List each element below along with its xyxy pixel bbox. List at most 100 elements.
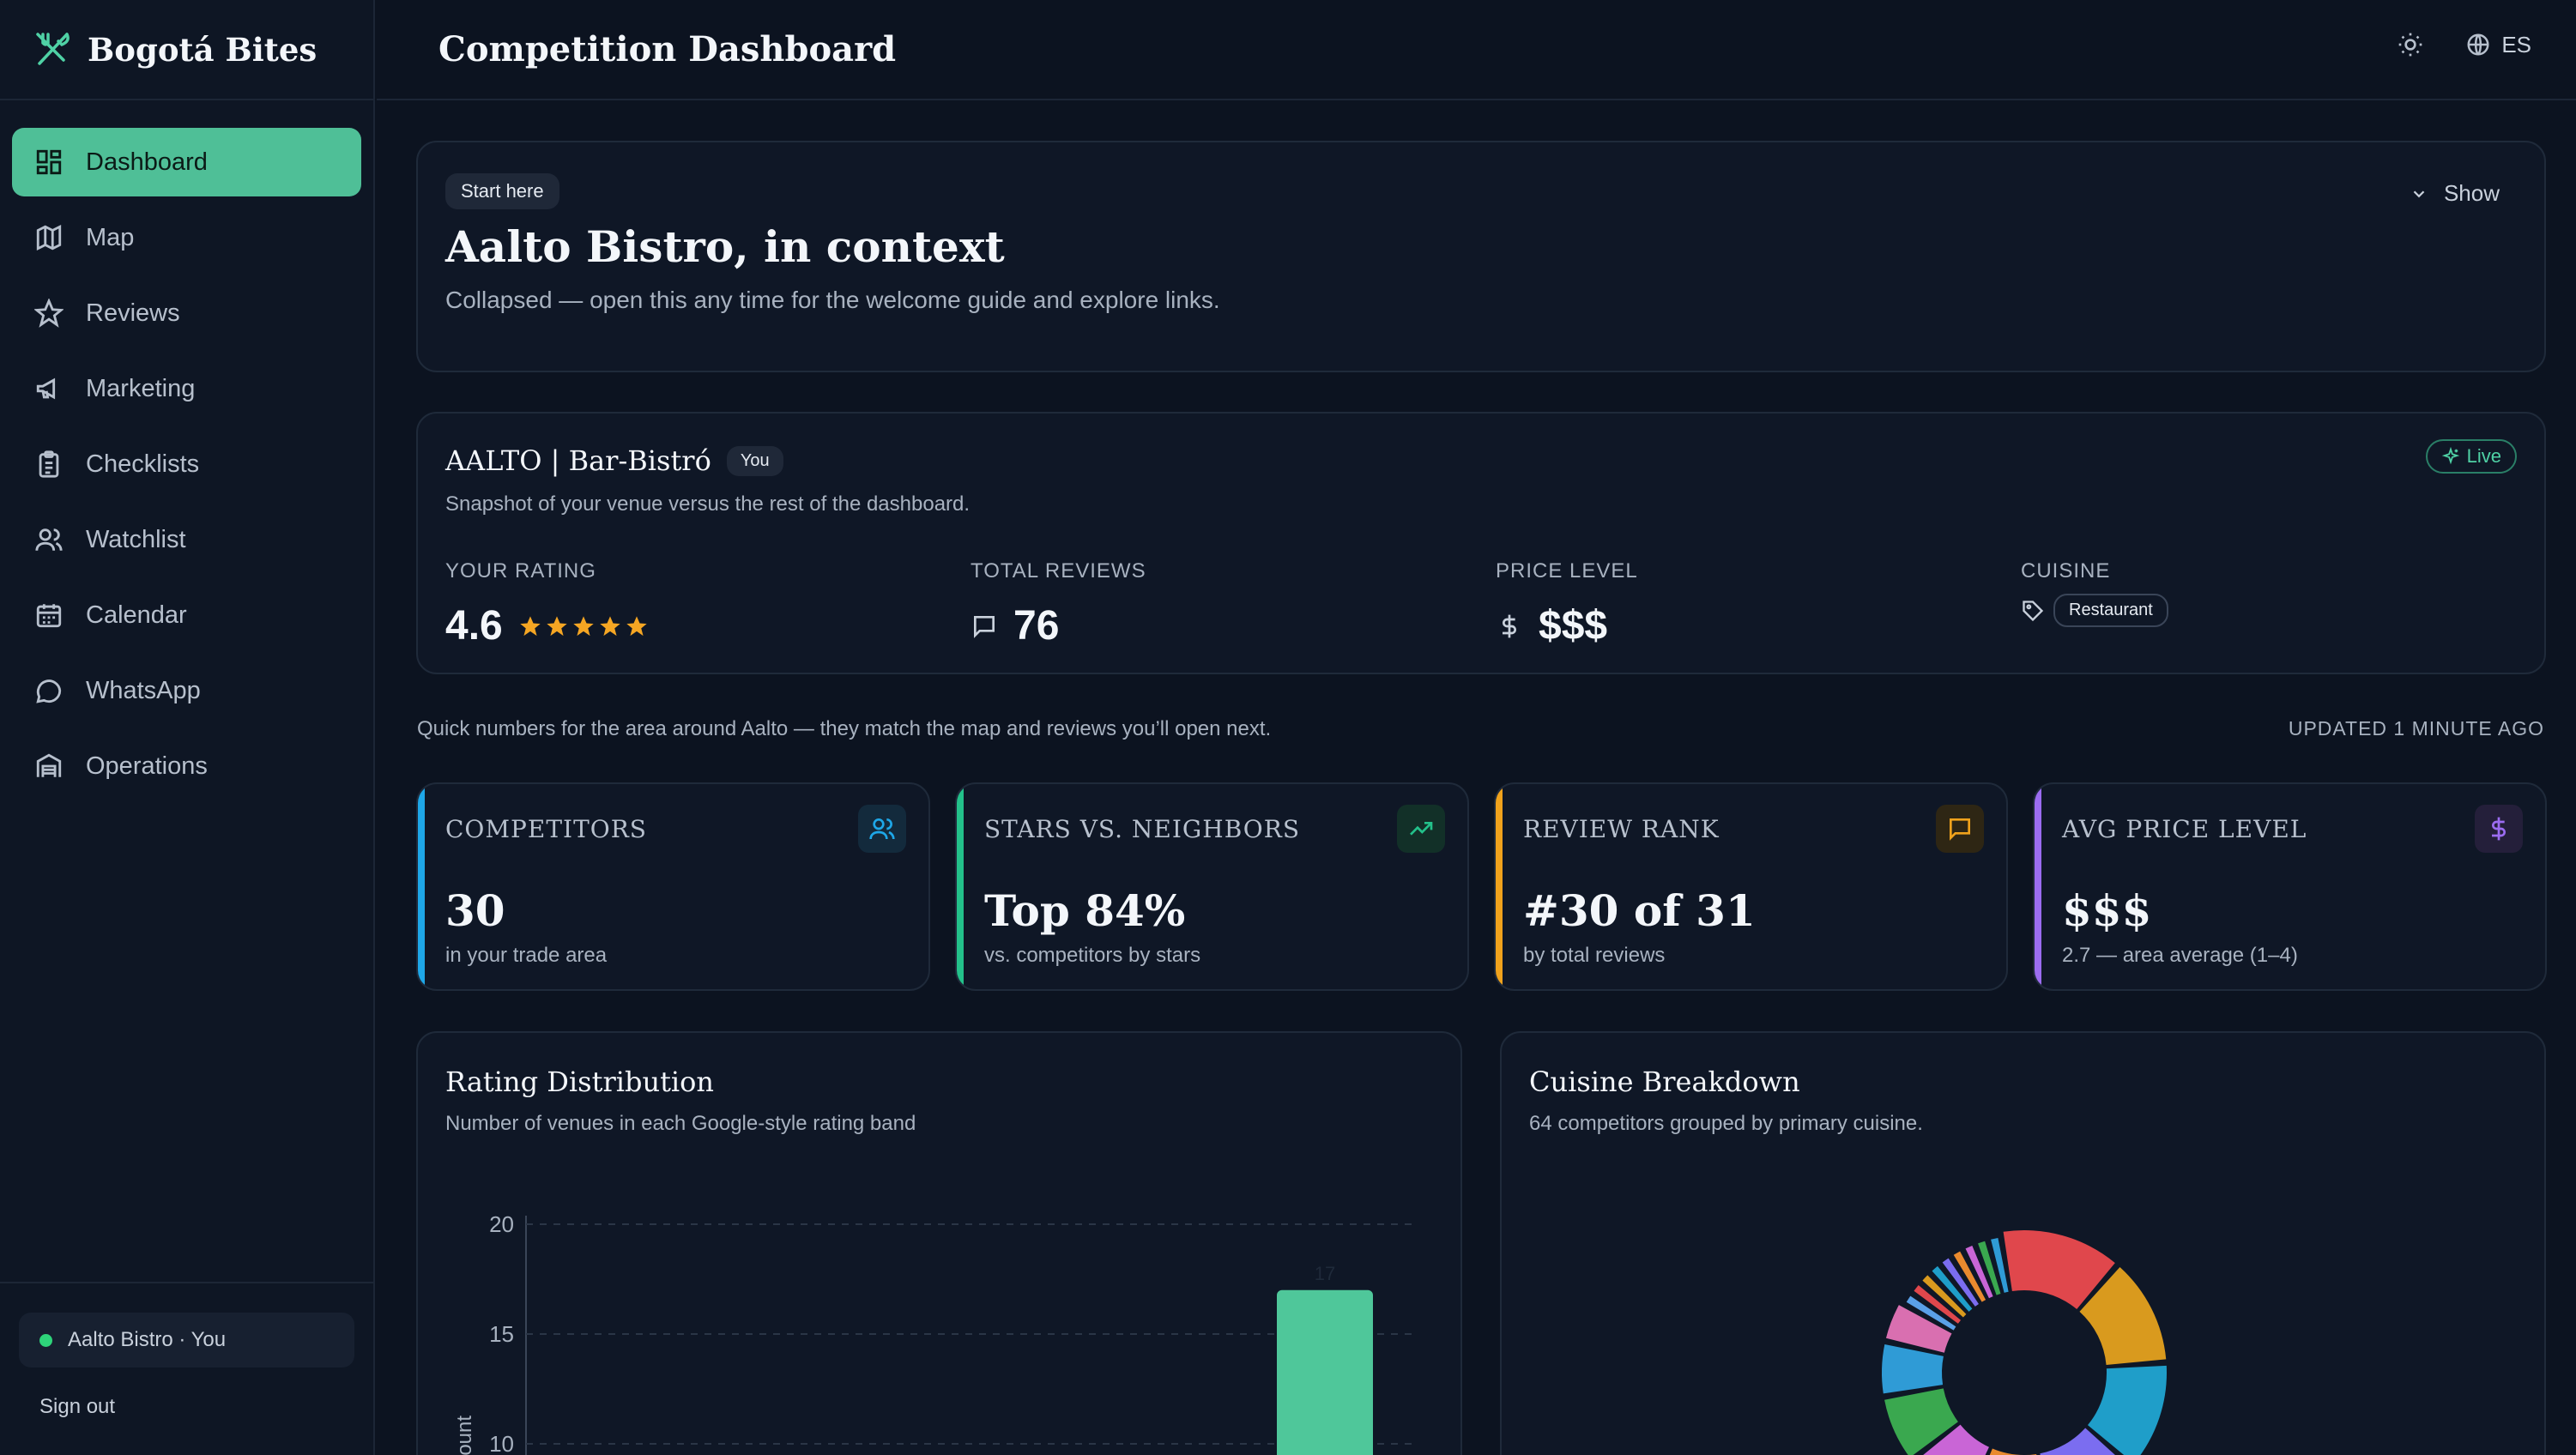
language-toggle[interactable]: ES — [2501, 31, 2531, 57]
kpi-accent — [1496, 784, 1503, 989]
star-filled-icon — [600, 615, 620, 636]
show-button[interactable]: Show — [2410, 180, 2500, 207]
megaphone-icon — [36, 377, 56, 400]
sidebar-item-checklists[interactable]: Checklists — [12, 430, 361, 498]
kpi-avg-price-level[interactable]: AVG PRICE LEVEL $$$ 2.7 — area average (… — [2033, 782, 2547, 991]
rating-value-row: 4.6 — [445, 602, 651, 649]
sidebar-item-dashboard[interactable]: Dashboard — [12, 128, 361, 196]
venue-name: AALTO | Bar-Bistró You — [445, 444, 783, 477]
pie-slice — [1906, 1295, 1956, 1331]
pie-slice — [1989, 1448, 2037, 1455]
sun-icon[interactable] — [2397, 31, 2424, 58]
kpi-title: STARS VS. NEIGHBORS — [984, 815, 1301, 843]
dashboard-icon — [36, 149, 62, 175]
kpi-subtitle: 2.7 — area average (1–4) — [2062, 944, 2298, 967]
sidebar-item-watchlist[interactable]: Watchlist — [12, 505, 361, 574]
quick-numbers-note: Quick numbers for the area around Aalto … — [417, 717, 1272, 740]
rating-value: 4.6 — [445, 603, 503, 649]
reviews-value-row: 76 — [971, 602, 1146, 649]
pie-slice — [1978, 1241, 2001, 1295]
star-icon — [34, 299, 63, 328]
kpi-competitors[interactable]: COMPETITORS 30 in your trade area — [416, 782, 930, 991]
kpi-subtitle: vs. competitors by stars — [984, 944, 1201, 967]
total-reviews-metric: TOTAL REVIEWS 76 — [971, 559, 1146, 649]
reviews-value: 76 — [1013, 603, 1060, 649]
dollar-icon — [2475, 805, 2523, 853]
kpi-value: $$$ — [2062, 885, 2152, 936]
star-filled-icon — [520, 615, 541, 636]
sidebar-item-operations[interactable]: Operations — [12, 732, 361, 800]
reviews-label: TOTAL REVIEWS — [971, 559, 1146, 583]
pie-slice — [1885, 1305, 1952, 1353]
sidebar-item-map[interactable]: Map — [12, 203, 361, 272]
kpi-title: AVG PRICE LEVEL — [2062, 815, 2307, 843]
pie-slice — [1991, 1237, 2009, 1293]
sidebar-item-label: Dashboard — [86, 148, 208, 176]
message-icon — [1936, 805, 1984, 853]
intro-title: Aalto Bistro, in context — [445, 221, 1005, 272]
page-title: Competition Dashboard — [438, 29, 897, 69]
kpi-accent — [418, 784, 425, 989]
venue-name-text: AALTO | Bar-Bistró — [445, 444, 711, 477]
kpi-value: Top 84% — [984, 885, 1186, 936]
map-icon — [36, 224, 62, 251]
sign-out-link[interactable]: Sign out — [39, 1395, 116, 1418]
price-level-metric: PRICE LEVEL $$$ — [1496, 559, 1638, 649]
cuisine-tag: Restaurant — [2053, 594, 2168, 627]
sidebar-item-label: Watchlist — [86, 525, 186, 553]
topbar: Competition Dashboard ES — [377, 0, 2576, 100]
message-icon — [974, 615, 995, 638]
sidebar-footer: Aalto Bistro · You Sign out — [0, 1282, 373, 1455]
clipboard-icon — [39, 450, 59, 478]
pie-slice — [2003, 1230, 2115, 1310]
kpi-subtitle: by total reviews — [1523, 944, 1666, 967]
current-venue[interactable]: Aalto Bistro · You — [19, 1313, 354, 1367]
chart-subtitle: Number of venues in each Google-style ra… — [445, 1112, 916, 1135]
venue-snapshot-card: AALTO | Bar-Bistró You Snapshot of your … — [416, 412, 2546, 674]
intro-card: Start here Aalto Bistro, in context Coll… — [416, 141, 2546, 372]
kpi-value: #30 of 31 — [1523, 885, 1756, 936]
y-axis-label: Count — [453, 1416, 476, 1455]
sidebar-item-label: Calendar — [86, 601, 187, 629]
trending-up-icon — [1397, 805, 1445, 853]
sidebar-item-marketing[interactable]: Marketing — [12, 354, 361, 423]
dollar-icon — [1503, 614, 1516, 637]
users-icon — [858, 805, 906, 853]
star-filled-icon — [626, 615, 647, 636]
pie-slice — [1884, 1388, 1958, 1455]
pie-slice — [2087, 1365, 2167, 1455]
pie-slice — [1942, 1258, 1979, 1307]
intro-subtitle: Collapsed — open this any time for the w… — [445, 287, 1220, 313]
price-value-row: $$$ — [1496, 602, 1638, 649]
rating-distribution-chart: 20 15 10 Count 17 — [453, 1211, 1418, 1455]
kpi-review-rank[interactable]: REVIEW RANK #30 of 31 by total reviews — [1494, 782, 2008, 991]
show-button-label: Show — [2443, 180, 2500, 206]
users-icon — [35, 528, 63, 551]
y-tick-label: 15 — [489, 1321, 514, 1347]
brand[interactable]: Bogotá Bites — [0, 0, 373, 100]
warehouse-icon — [36, 753, 62, 777]
price-value: $$$ — [1539, 603, 1608, 649]
bar — [1277, 1289, 1373, 1455]
rating-label: YOUR RATING — [445, 559, 596, 583]
your-rating-metric: YOUR RATING 4.6 — [445, 559, 651, 649]
sidebar-item-label: WhatsApp — [86, 676, 201, 704]
venue-subtitle: Snapshot of your venue versus the rest o… — [445, 492, 971, 516]
star-filled-icon — [573, 615, 594, 636]
globe-icon[interactable] — [2465, 32, 2491, 57]
sidebar: Bogotá Bites Dashboard Map Reviews Marke… — [0, 0, 375, 1455]
sidebar-item-label: Marketing — [86, 374, 196, 402]
sparkle-icon — [2441, 447, 2459, 465]
pie-slice — [1922, 1275, 1967, 1318]
pie-slice — [1932, 1265, 1973, 1312]
kpi-title: REVIEW RANK — [1523, 815, 1720, 843]
start-here-badge: Start here — [445, 173, 559, 209]
sidebar-item-calendar[interactable]: Calendar — [12, 581, 361, 649]
status-dot — [39, 1333, 52, 1347]
brand-name: Bogotá Bites — [88, 30, 317, 69]
sidebar-item-whatsapp[interactable]: WhatsApp — [12, 656, 361, 725]
kpi-stars-vs-neighbors[interactable]: STARS VS. NEIGHBORS Top 84% vs. competit… — [955, 782, 1469, 991]
topbar-actions: ES — [2397, 31, 2531, 58]
sidebar-item-reviews[interactable]: Reviews — [12, 279, 361, 347]
cuisine-metric: CUISINE Restaurant — [2021, 559, 2168, 627]
